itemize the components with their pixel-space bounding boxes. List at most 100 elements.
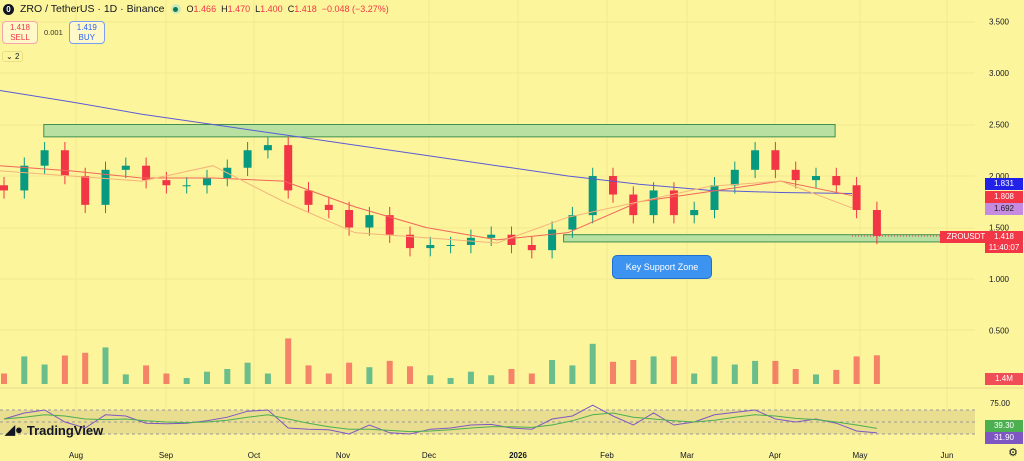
- volume-bar: [61, 355, 68, 384]
- settings-icon[interactable]: ⚙: [1008, 447, 1018, 459]
- candle: [182, 185, 191, 187]
- volume-bar: [610, 361, 616, 384]
- candle: [40, 150, 49, 166]
- candle: [345, 209, 354, 228]
- x-tick-label: Dec: [422, 451, 436, 460]
- volume-bar: [407, 366, 413, 384]
- x-tick-label: 2026: [509, 451, 527, 460]
- key-support-callout[interactable]: Key Support Zone: [612, 255, 712, 279]
- volume-bar: [630, 360, 637, 384]
- volume-bar: [488, 375, 495, 384]
- ma-short-line: [0, 165, 853, 244]
- y-tick-label: 1.500: [989, 224, 1010, 233]
- candle: [121, 165, 130, 170]
- volume-bar: [386, 360, 393, 384]
- candle: [142, 165, 151, 181]
- rsi-ma-line: [3, 412, 877, 433]
- volume-bar: [772, 360, 779, 384]
- volume-bar: [1, 373, 7, 384]
- volume-bar: [82, 352, 89, 384]
- buy-button[interactable]: 1.419 BUY: [68, 21, 105, 44]
- candle: [791, 169, 800, 181]
- candle: [832, 176, 841, 186]
- resistance-zone[interactable]: [43, 124, 836, 138]
- rsi-line: [3, 404, 877, 435]
- candle: [812, 176, 820, 181]
- volume-bar: [122, 374, 129, 384]
- candle: [588, 176, 597, 216]
- candle: [446, 245, 455, 247]
- sell-button[interactable]: 1.418 SELL: [2, 21, 38, 44]
- last-price-tag: 1.418 11:40:07: [985, 231, 1023, 253]
- volume-bar: [143, 365, 150, 384]
- rsi-tag: 31.90: [985, 432, 1023, 444]
- candle: [852, 185, 861, 210]
- volume-bar: [224, 369, 231, 384]
- symbol-header: 0 ZRO / TetherUS · 1D · Binance O1.466 H…: [3, 3, 389, 15]
- candle: [20, 165, 29, 191]
- candle: [487, 234, 496, 238]
- x-tick-label: May: [852, 451, 867, 460]
- x-tick-label: Aug: [69, 451, 83, 460]
- volume-bar: [752, 360, 759, 384]
- volume-bar: [792, 369, 799, 384]
- y-tick-label: 3.000: [989, 69, 1010, 78]
- x-tick-label: Feb: [600, 451, 614, 460]
- volume-bar: [569, 365, 576, 384]
- chevron-down-icon: ⌄: [6, 52, 13, 61]
- volume-bar: [508, 369, 515, 384]
- volume-bar: [467, 371, 474, 384]
- rsi-tick: 75.00: [989, 399, 1011, 408]
- x-tick-label: Jun: [941, 451, 954, 460]
- ma-mid-line: [0, 165, 853, 241]
- volume-bar: [549, 360, 556, 384]
- trade-panel: 1.418 SELL 0.001 1.419 BUY: [2, 21, 105, 44]
- candle: [609, 176, 617, 195]
- y-tick-label: 1.000: [989, 275, 1010, 284]
- volume-bar: [163, 373, 170, 384]
- candle: [203, 178, 211, 186]
- candle: [365, 215, 374, 228]
- candle: [60, 150, 69, 176]
- candle: [527, 245, 536, 251]
- y-tick-label: 3.500: [989, 18, 1010, 27]
- candle: [629, 194, 638, 216]
- candle: [81, 176, 90, 205]
- candle: [548, 229, 557, 251]
- volume-bar: [833, 369, 840, 384]
- tradingview-logo: ◢● TradingView: [5, 422, 104, 438]
- volume-bar: [873, 355, 880, 384]
- candle: [710, 185, 719, 210]
- x-tick-label: Nov: [336, 451, 350, 460]
- candle: [385, 215, 394, 235]
- ohlc-values: O1.466 H1.470 L1.400 C1.418 −0.048 (−3.2…: [186, 4, 389, 14]
- candle: [751, 150, 760, 170]
- spread: 0.001: [44, 28, 63, 37]
- candle: [568, 215, 577, 230]
- candle: [507, 234, 516, 246]
- support-zone[interactable]: [563, 234, 944, 243]
- candle: [649, 190, 658, 216]
- volume-tag: 1.4M: [985, 373, 1023, 385]
- volume-bar: [711, 356, 718, 384]
- candle: [0, 185, 8, 191]
- candle: [162, 180, 171, 186]
- volume-bar: [427, 375, 434, 384]
- ma-mid-tag: 1.808: [985, 191, 1023, 203]
- ma-long-tag: 1.831: [985, 178, 1023, 190]
- candle: [771, 150, 780, 170]
- zro-logo: 0: [3, 3, 14, 15]
- tv-logo-icon: ◢●: [5, 422, 23, 437]
- volume-bar: [305, 365, 312, 384]
- volume-bar: [183, 378, 190, 384]
- candle: [669, 190, 678, 216]
- volume-bar: [346, 362, 353, 384]
- symbol-title[interactable]: ZRO / TetherUS · 1D · Binance: [20, 3, 165, 15]
- volume-bar: [264, 373, 271, 384]
- candle: [101, 169, 110, 205]
- volume-bar: [41, 364, 48, 384]
- market-open-icon: [170, 4, 181, 14]
- indicators-toggle[interactable]: ⌄ 2: [2, 51, 24, 62]
- volume-bar: [325, 373, 332, 384]
